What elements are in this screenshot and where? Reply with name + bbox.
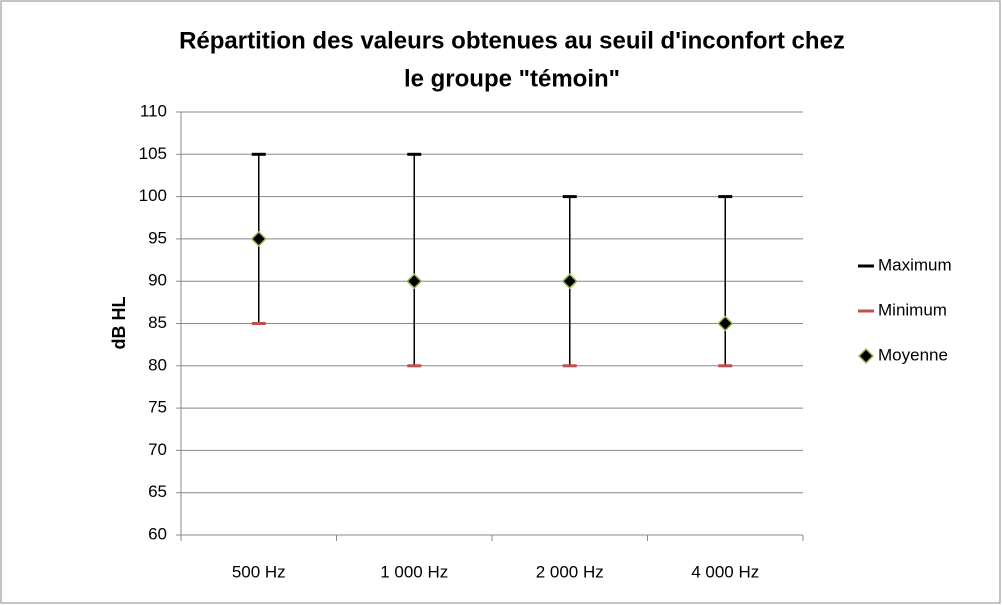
y-tick-label: 90	[148, 271, 167, 290]
mean-marker	[250, 230, 267, 247]
y-tick-label: 75	[148, 398, 167, 417]
chart-title: le groupe "témoin"	[404, 65, 620, 92]
x-tick-label: 1 000 Hz	[380, 562, 448, 581]
y-tick-label: 80	[148, 355, 167, 374]
legend-marker	[857, 347, 875, 365]
chart-title: Répartition des valeurs obtenues au seui…	[179, 27, 845, 54]
y-tick-label: 70	[148, 440, 167, 459]
y-tick-label: 65	[148, 482, 167, 501]
legend-label: Maximum	[878, 255, 952, 274]
x-tick-label: 4 000 Hz	[691, 562, 759, 581]
y-tick-label: 95	[148, 228, 167, 247]
mean-marker	[561, 273, 578, 290]
y-axis-label: dB HL	[109, 297, 129, 350]
y-tick-label: 110	[140, 101, 167, 120]
y-tick-label: 60	[148, 524, 167, 543]
x-tick-label: 500 Hz	[232, 562, 286, 581]
legend-label: Moyenne	[878, 345, 948, 364]
x-tick-label: 2 000 Hz	[536, 562, 604, 581]
y-tick-label: 85	[148, 313, 167, 332]
legend-label: Minimum	[878, 300, 947, 319]
y-tick-label: 105	[139, 144, 167, 163]
mean-marker	[406, 273, 423, 290]
mean-marker	[717, 315, 734, 332]
y-tick-label: 100	[139, 186, 167, 205]
